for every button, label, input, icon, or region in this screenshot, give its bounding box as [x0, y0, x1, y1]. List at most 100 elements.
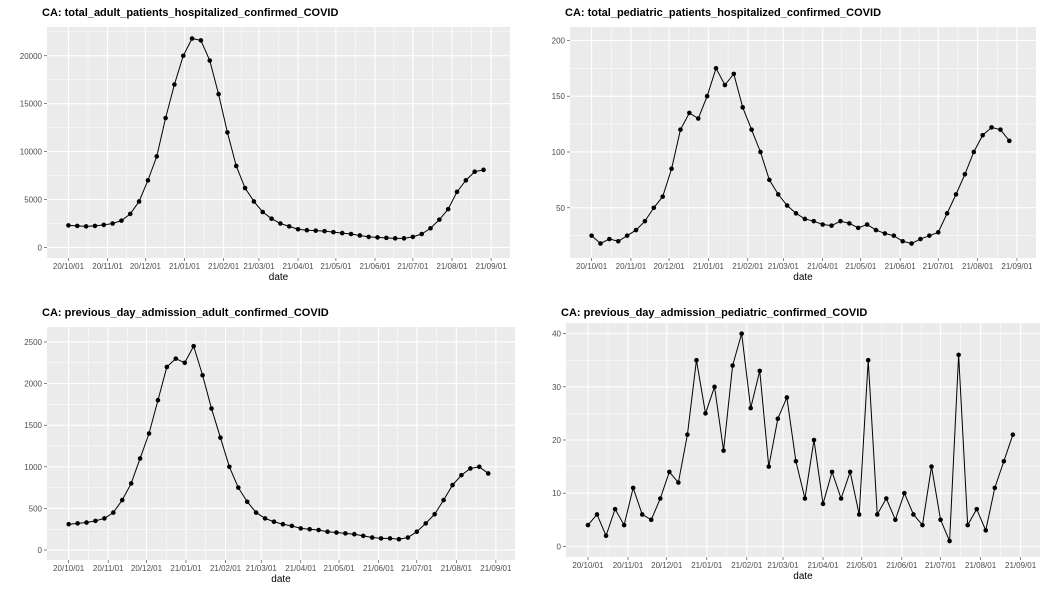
- data-point: [980, 132, 985, 138]
- data-point: [146, 431, 152, 436]
- data-point: [811, 218, 817, 224]
- x-tick-label: 21/07/01: [923, 262, 955, 271]
- y-tick-label: 30: [552, 383, 561, 392]
- data-point: [200, 372, 205, 378]
- chart-panel-2: 50 100 150 200 20/10/01 20/11/01 20/12/01 21/01…: [552, 7, 1036, 283]
- data-point: [775, 192, 781, 197]
- data-point: [820, 501, 826, 507]
- data-point: [648, 517, 654, 523]
- data-point: [316, 527, 321, 533]
- x-tick-label: 21/05/01: [323, 564, 355, 573]
- x-tick-label: 21/04/01: [807, 262, 839, 271]
- y-tick-label: 10: [552, 489, 561, 498]
- data-point: [366, 234, 372, 240]
- data-point: [432, 511, 437, 517]
- data-point: [947, 538, 952, 544]
- data-point: [722, 82, 728, 88]
- data-point: [615, 238, 621, 244]
- data-point: [938, 517, 943, 523]
- data-point: [445, 206, 451, 212]
- data-point: [454, 189, 460, 195]
- data-point: [384, 235, 389, 241]
- data-point: [935, 230, 941, 235]
- data-point: [918, 236, 923, 242]
- data-point: [233, 163, 239, 169]
- data-point: [242, 185, 248, 191]
- x-tick-label: 21/09/01: [476, 262, 508, 271]
- data-point: [414, 529, 420, 535]
- x-tick-label: 21/06/01: [886, 561, 918, 570]
- data-point: [594, 512, 600, 517]
- data-point: [289, 523, 295, 529]
- x-tick-label: 21/09/01: [480, 564, 512, 573]
- data-point: [172, 82, 177, 87]
- data-point: [891, 233, 897, 238]
- data-point: [227, 464, 232, 470]
- chart-title: CA: total_adult_patients_hospitalized_co…: [42, 7, 338, 19]
- data-point: [119, 218, 124, 223]
- data-point: [262, 516, 268, 521]
- data-point: [920, 522, 925, 528]
- data-point: [989, 125, 994, 130]
- data-point: [793, 211, 799, 216]
- data-point: [864, 222, 870, 227]
- data-point: [154, 154, 160, 159]
- data-point: [998, 127, 1003, 132]
- data-point: [392, 236, 398, 241]
- x-tick-label: 21/05/01: [320, 262, 352, 271]
- chart-panel-4: 0 10 20 30 40 20/10/01 20/11/01 20/12/01 21/01/0…: [552, 307, 1040, 582]
- data-point: [280, 521, 286, 527]
- data-point: [603, 533, 609, 539]
- data-point: [485, 471, 491, 476]
- x-tick-label: 20/12/01: [651, 561, 683, 570]
- y-tick-label: 20: [552, 436, 561, 445]
- data-point: [127, 211, 133, 217]
- data-point: [767, 177, 772, 183]
- data-point: [739, 331, 744, 336]
- data-point: [207, 58, 213, 63]
- data-point: [621, 522, 627, 528]
- data-point: [669, 166, 674, 172]
- data-point: [253, 510, 259, 515]
- data-point: [410, 234, 416, 240]
- data-point: [749, 127, 754, 132]
- data-point: [110, 221, 115, 226]
- data-point: [401, 236, 407, 241]
- data-point: [962, 172, 968, 177]
- x-tick-label: 21/08/01: [441, 564, 473, 573]
- x-tick-label: 21/04/01: [285, 564, 317, 573]
- data-point: [944, 211, 950, 216]
- chart-panel-3: 0 500 1000 1500 2000 2500 20/10/01 20/11/01 20/1…: [24, 307, 515, 585]
- data-point: [102, 516, 107, 521]
- data-point: [687, 110, 692, 116]
- data-point: [585, 522, 591, 528]
- data-point: [101, 222, 107, 228]
- data-point: [74, 223, 80, 229]
- data-point: [607, 236, 612, 242]
- data-point: [865, 357, 871, 363]
- x-tick-label: 20/10/01: [53, 262, 85, 271]
- data-point: [820, 222, 825, 227]
- data-point: [128, 481, 134, 486]
- data-point: [472, 169, 477, 175]
- data-point: [92, 223, 98, 229]
- y-tick-label: 15000: [20, 100, 43, 109]
- data-point: [119, 497, 125, 503]
- x-tick-label: 21/08/01: [962, 262, 994, 271]
- data-point: [304, 227, 310, 233]
- chart-title: CA: total_pediatric_patients_hospitalize…: [565, 7, 881, 19]
- data-point: [216, 91, 221, 97]
- x-tick-label: 21/07/01: [925, 561, 957, 570]
- data-point: [295, 226, 301, 232]
- data-point: [93, 518, 98, 524]
- x-tick-label: 21/01/01: [169, 262, 201, 271]
- data-point: [218, 435, 223, 440]
- x-tick-label: 21/06/01: [359, 262, 391, 271]
- data-point: [983, 528, 989, 533]
- data-point: [180, 53, 186, 59]
- x-tick-label: 21/02/01: [732, 262, 764, 271]
- data-point: [992, 485, 998, 491]
- y-tick-label: 150: [552, 92, 566, 101]
- data-point: [766, 464, 772, 469]
- y-tick-label: 20000: [20, 52, 43, 61]
